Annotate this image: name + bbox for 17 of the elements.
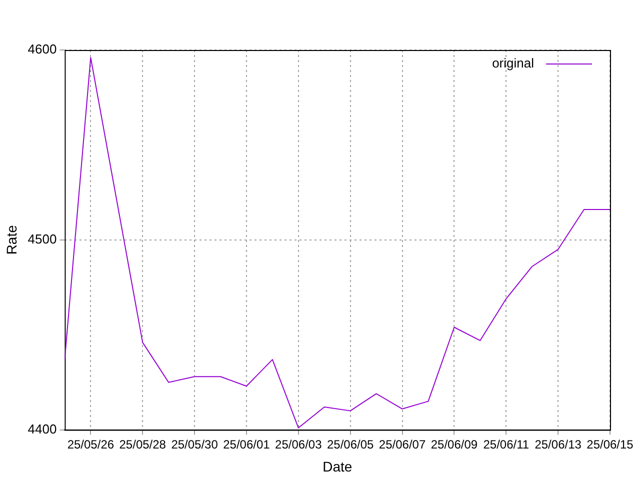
y-tick-label: 4400 — [28, 421, 57, 436]
y-axis-title: Rate — [3, 224, 20, 255]
y-tick-label: 4500 — [28, 231, 57, 246]
x-tick-label: 25/05/28 — [119, 437, 166, 452]
legend-label: original — [492, 56, 534, 71]
x-tick-label: 25/06/03 — [275, 437, 322, 452]
x-tick-label: 25/06/15 — [586, 437, 634, 452]
x-tick-label: 25/06/11 — [483, 437, 530, 452]
x-tick-label: 25/05/30 — [171, 437, 218, 452]
y-tick-label: 4600 — [28, 42, 57, 57]
x-tick-label: 25/06/07 — [378, 437, 426, 452]
x-tick-label: 25/06/09 — [430, 437, 478, 452]
x-tick-label: 25/06/13 — [534, 437, 582, 452]
x-axis-title: Date — [322, 458, 352, 474]
x-tick-label: 25/06/05 — [326, 437, 374, 452]
x-tick-label: 25/06/01 — [223, 437, 270, 452]
x-tick-label: 25/05/26 — [67, 437, 114, 452]
